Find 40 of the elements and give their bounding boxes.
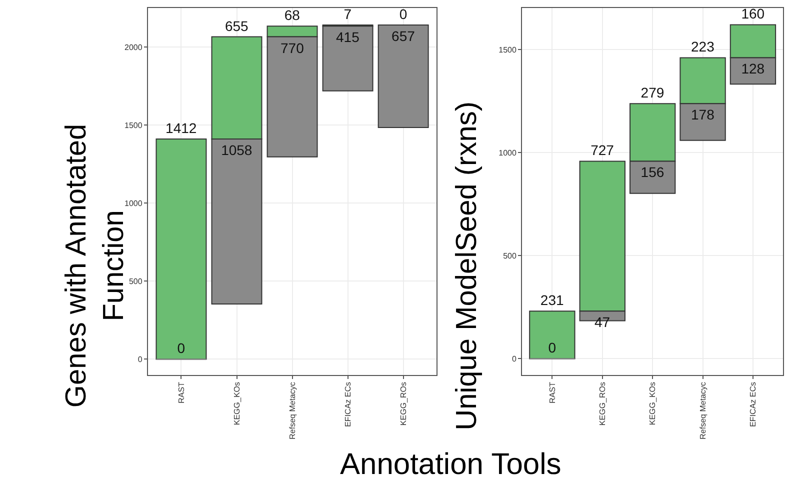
y-tick-label: 1500 bbox=[124, 121, 143, 130]
x-tick-label: RAST bbox=[548, 382, 557, 404]
data-label: 223 bbox=[690, 38, 715, 55]
data-label: 231 bbox=[540, 292, 564, 308]
x-tick-label: KEGG_ROs bbox=[398, 382, 408, 426]
data-label: 7 bbox=[344, 6, 352, 22]
data-label: 655 bbox=[224, 18, 249, 34]
x-tick-label: Refseq Metacyc bbox=[288, 382, 297, 440]
x-tick-label: KEGG_ROs bbox=[598, 382, 607, 426]
data-label: 0 bbox=[177, 340, 186, 356]
data-label: 0 bbox=[399, 6, 408, 22]
y-tick-label: 0 bbox=[512, 354, 518, 364]
data-label: 156 bbox=[640, 164, 664, 180]
y-tick-label: 1000 bbox=[498, 148, 518, 158]
x-tick-label: Refseq Metacyc bbox=[698, 382, 708, 440]
y-tick-label: 0 bbox=[138, 355, 143, 364]
data-label: 770 bbox=[280, 40, 304, 56]
y-tick-label: 500 bbox=[128, 277, 143, 286]
y-tick-label: 1000 bbox=[124, 199, 143, 208]
data-label: 178 bbox=[690, 106, 715, 123]
data-label: 128 bbox=[741, 60, 765, 77]
data-label: 0 bbox=[548, 340, 556, 356]
x-tick-label: EFICAz ECs bbox=[343, 382, 352, 427]
data-label: 160 bbox=[741, 6, 765, 22]
x-axis-title: Annotation Tools bbox=[340, 448, 562, 481]
y-tick-label: 500 bbox=[503, 251, 517, 260]
data-label: 279 bbox=[640, 84, 664, 101]
y-tick-label: 1500 bbox=[498, 45, 518, 54]
x-tick-label: KEGG_KOs bbox=[232, 382, 242, 426]
y-tick-label: 2000 bbox=[124, 43, 143, 52]
data-label: 68 bbox=[284, 7, 300, 24]
x-tick-label: RAST bbox=[176, 382, 186, 404]
data-label: 1058 bbox=[221, 142, 252, 158]
y-axis-title: Unique ModelSeed (rxns) bbox=[451, 102, 484, 430]
data-label: 657 bbox=[392, 28, 416, 44]
x-tick-label: EFICAz ECs bbox=[748, 382, 758, 427]
data-label: 415 bbox=[336, 29, 360, 46]
data-label: 1412 bbox=[166, 120, 197, 136]
x-tick-label: KEGG_KOs bbox=[648, 382, 658, 426]
data-label: 727 bbox=[590, 142, 614, 158]
